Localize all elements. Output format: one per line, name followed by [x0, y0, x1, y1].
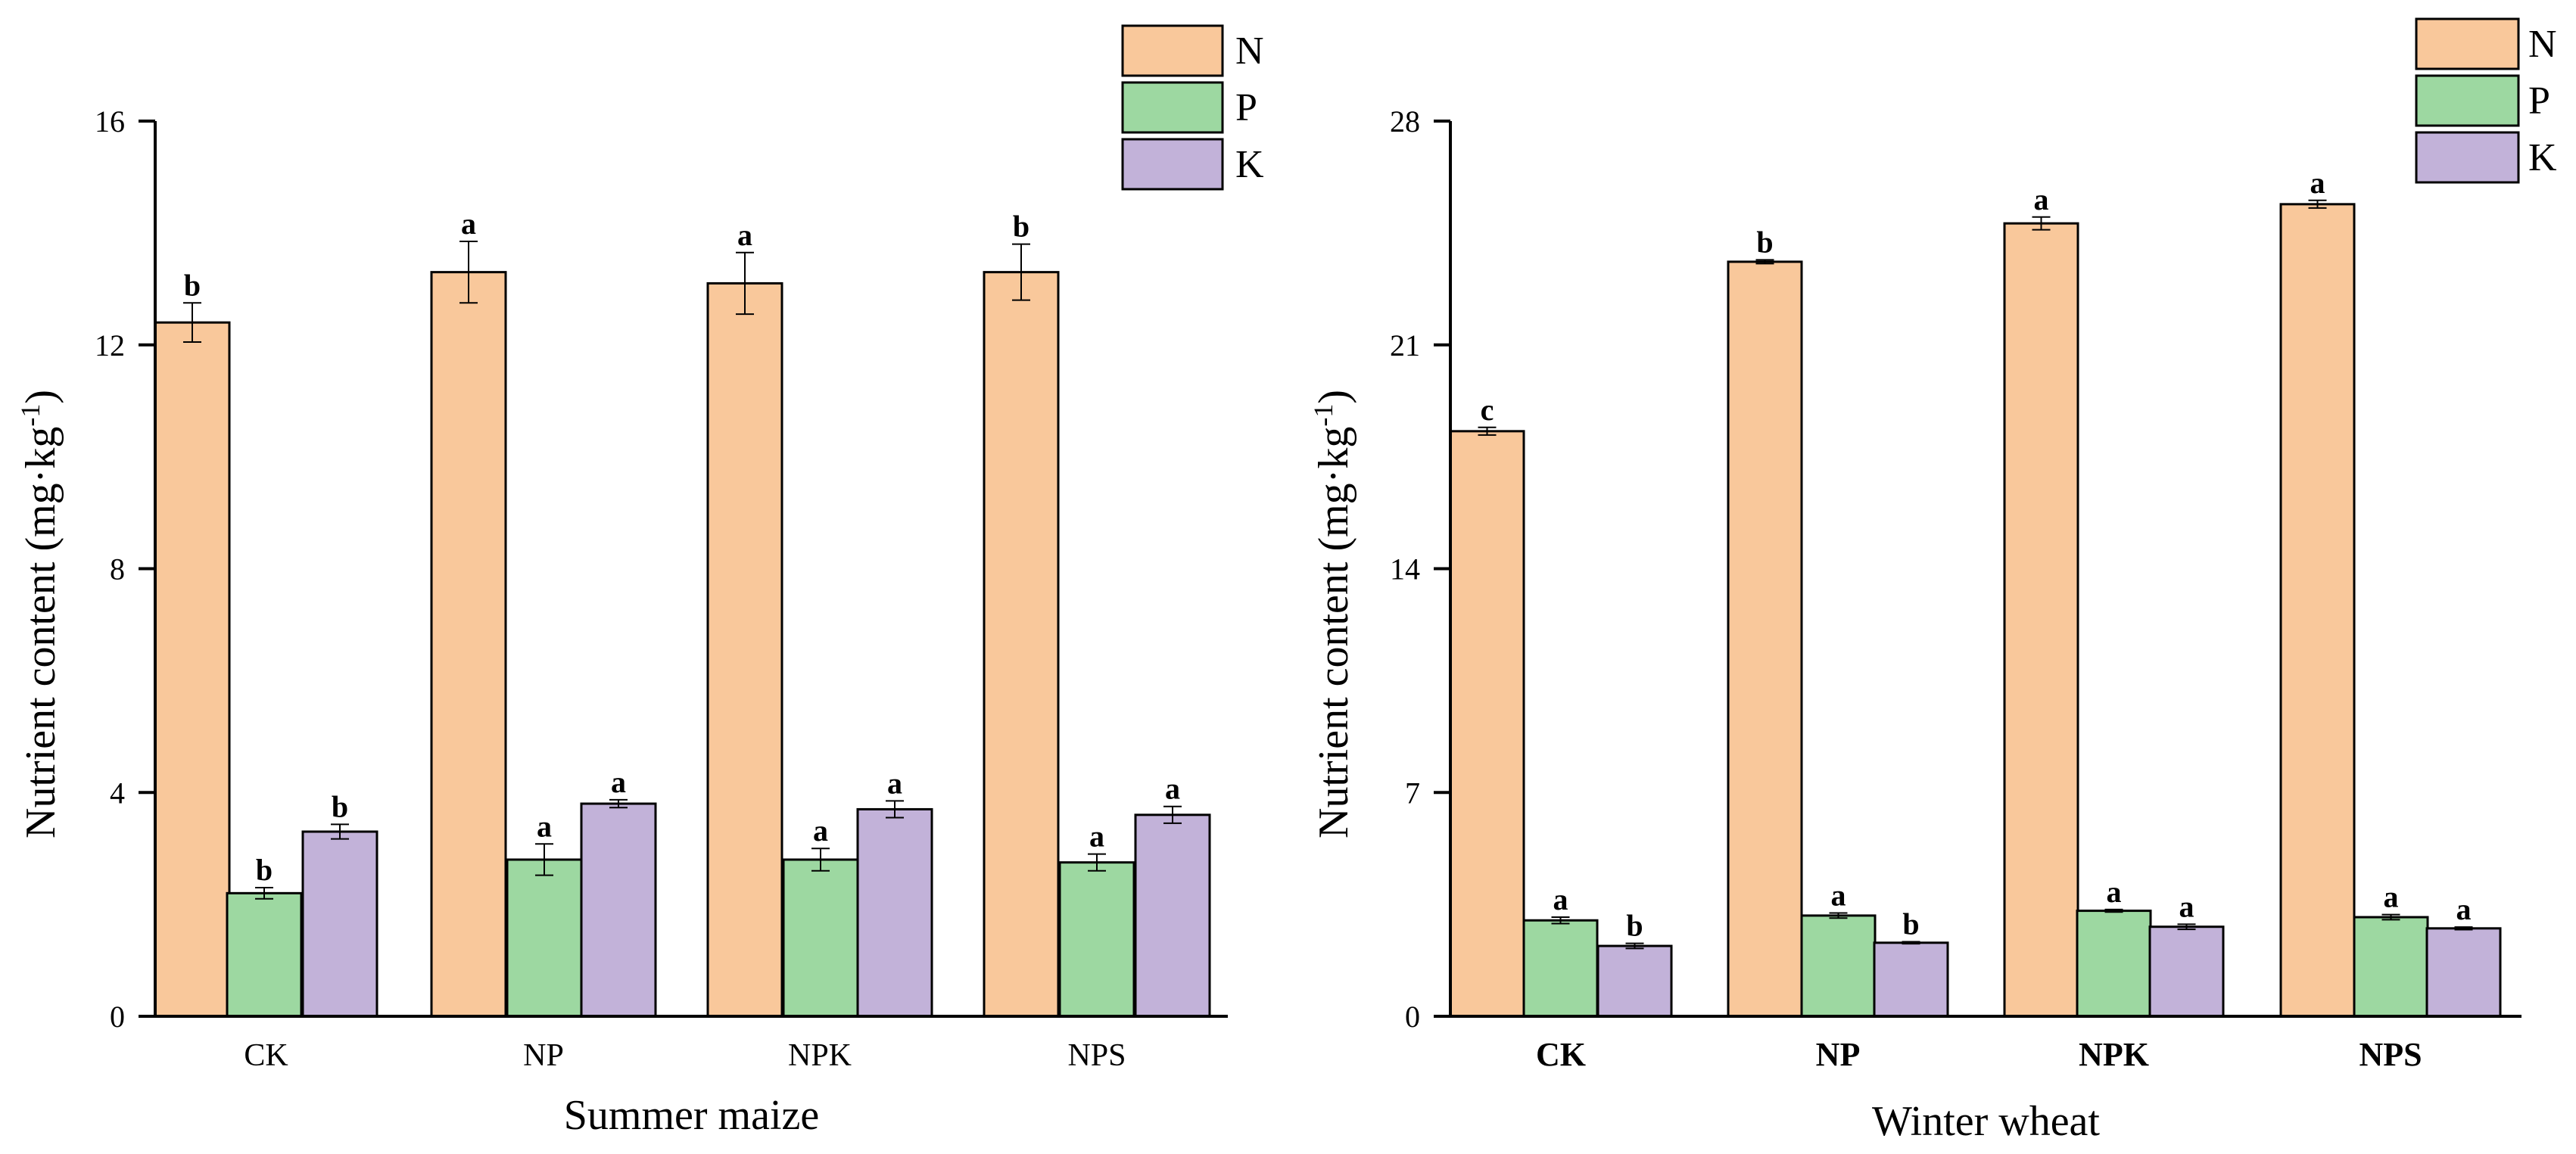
y-tick-label: 12 — [95, 328, 125, 362]
significance-letter: a — [2310, 166, 2325, 200]
significance-letter: a — [2034, 182, 2049, 216]
legend-label-P: P — [2528, 79, 2550, 123]
significance-letter: a — [737, 218, 752, 252]
bar-N-NPK — [2003, 222, 2079, 1018]
legend-label-K: K — [2528, 136, 2557, 179]
bar-N-NPS — [983, 271, 1060, 1018]
legend-label-N: N — [1235, 30, 1264, 73]
significance-letter: c — [1481, 393, 1494, 427]
x-tick-label-NPS: NPS — [1067, 1038, 1126, 1073]
significance-letter: a — [887, 766, 902, 800]
bar-P-NP — [1800, 914, 1877, 1018]
x-tick-label-CK: CK — [1536, 1036, 1586, 1073]
bar-N-NPS — [2279, 203, 2356, 1018]
y-axis-title-main: Nutrient content (mg·kg — [1310, 427, 1357, 838]
bar-P-NP — [506, 858, 583, 1018]
significance-letter: b — [1902, 907, 1919, 941]
significance-letter: b — [1756, 225, 1773, 259]
y-axis-title: Nutrient content (mg·kg-1) — [15, 390, 64, 838]
x-tick-label-NPK: NPK — [788, 1038, 852, 1073]
y-tick-label: 14 — [1390, 552, 1420, 586]
bar-P-NPS — [2353, 916, 2429, 1018]
y-tick-label: 0 — [110, 1000, 125, 1034]
y-axis-title-superscript: -1 — [15, 404, 45, 427]
y-tick-label: 28 — [1390, 104, 1420, 138]
bar-N-CK — [1449, 430, 1525, 1018]
y-tick-label: 8 — [110, 552, 125, 586]
legend-swatch-N — [2415, 17, 2520, 70]
y-tick-label: 4 — [110, 776, 125, 810]
x-axis-title: Winter wheat — [1872, 1098, 2100, 1145]
bar-K-NP — [580, 802, 657, 1018]
significance-letter: a — [1165, 772, 1180, 806]
y-axis-title-main: Nutrient content (mg·kg — [17, 427, 64, 838]
bar-P-CK — [226, 891, 303, 1018]
significance-letter: b — [332, 789, 348, 823]
y-axis-title-close: ) — [1310, 390, 1357, 404]
significance-letter: a — [1831, 879, 1846, 913]
significance-letter: a — [2107, 875, 2122, 909]
significance-letter: a — [537, 809, 552, 843]
significance-letter: a — [2179, 889, 2194, 923]
bar-P-NPK — [782, 858, 859, 1018]
significance-letter: a — [1553, 882, 1568, 916]
significance-letter: a — [2456, 892, 2472, 926]
y-tick-label: 16 — [95, 104, 125, 138]
legend-swatch-P — [2415, 74, 2520, 127]
legend-swatch-N — [1121, 24, 1224, 77]
significance-letter: a — [813, 813, 828, 848]
x-tick-label-NPK: NPK — [2079, 1036, 2149, 1073]
significance-letter: a — [461, 207, 476, 241]
significance-letter: a — [2384, 880, 2399, 914]
significance-letter: b — [184, 268, 201, 302]
y-tick-label: 0 — [1405, 1000, 1420, 1034]
x-tick-label-NP: NP — [1816, 1036, 1861, 1073]
x-tick-label-NPS: NPS — [2359, 1036, 2422, 1073]
bar-K-NPK — [2148, 925, 2225, 1018]
legend-swatch-P — [1121, 81, 1224, 134]
significance-letter: a — [1089, 820, 1104, 854]
significance-letter: a — [611, 765, 626, 799]
y-axis-title: Nutrient content (mg·kg-1) — [1308, 390, 1357, 838]
y-axis-title-superscript: -1 — [1308, 404, 1338, 427]
bar-K-NPS — [2425, 927, 2502, 1018]
legend-swatch-K — [2415, 131, 2520, 184]
legend-swatch-K — [1121, 138, 1224, 191]
bar-N-NPK — [706, 282, 783, 1018]
bar-K-NPS — [1134, 813, 1211, 1018]
bar-N-NP — [1727, 260, 1803, 1018]
bar-N-CK — [154, 321, 231, 1018]
x-tick-label-CK: CK — [244, 1038, 288, 1073]
significance-letter: b — [1626, 909, 1643, 943]
bar-K-NPK — [856, 807, 933, 1018]
legend: NPK — [2415, 17, 2557, 184]
significance-letter: b — [1013, 210, 1029, 244]
x-tick-label-NP: NP — [523, 1038, 564, 1073]
bar-K-CK — [301, 830, 378, 1018]
x-axis-title: Summer maize — [564, 1092, 819, 1139]
y-tick-label: 7 — [1405, 776, 1420, 810]
y-axis-title-close: ) — [17, 390, 64, 404]
y-tick-label: 21 — [1390, 328, 1420, 362]
legend-label-N: N — [2528, 23, 2557, 66]
bar-P-NPS — [1058, 861, 1135, 1018]
legend-label-P: P — [1235, 86, 1257, 129]
significance-letter: b — [256, 853, 273, 887]
legend-label-K: K — [1235, 143, 1264, 186]
bar-P-CK — [1522, 919, 1599, 1018]
bar-P-NPK — [2076, 910, 2152, 1018]
bar-K-NP — [1873, 941, 1949, 1018]
bar-K-CK — [1596, 944, 1673, 1018]
bar-N-NP — [430, 271, 507, 1018]
legend: NPK — [1121, 24, 1264, 191]
